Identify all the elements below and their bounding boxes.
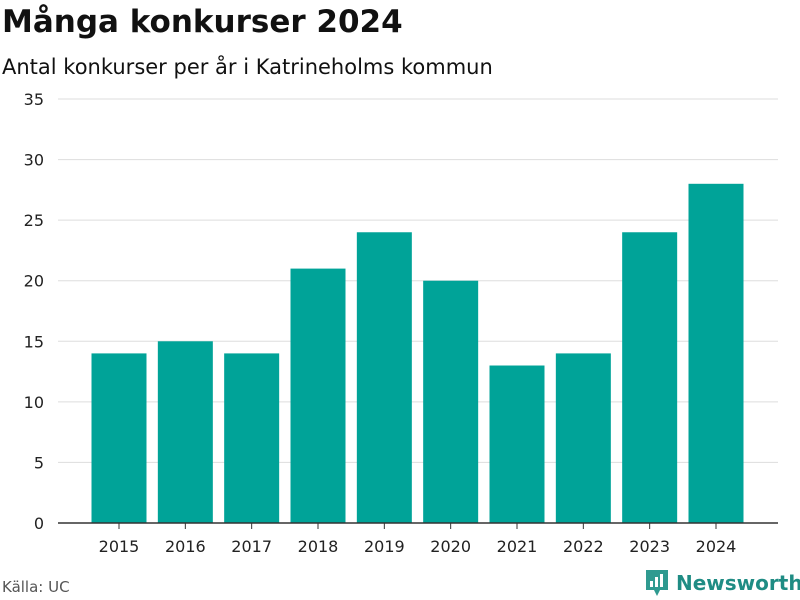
bar-2024 xyxy=(688,183,744,524)
x-tick-label: 2017 xyxy=(231,537,272,556)
brand-logo: Newsworthy xyxy=(644,568,800,598)
y-tick-label: 10 xyxy=(24,393,44,412)
bar-2020 xyxy=(423,280,479,523)
y-tick-label: 30 xyxy=(24,151,44,170)
bar-2015 xyxy=(91,353,147,523)
y-tick-label: 20 xyxy=(24,272,44,291)
bar-2022 xyxy=(555,353,611,523)
bar-2023 xyxy=(622,232,678,523)
bar-2019 xyxy=(356,232,412,523)
x-tick-label: 2022 xyxy=(563,537,604,556)
newsworthy-logo-icon xyxy=(646,570,668,596)
x-tick-label: 2018 xyxy=(298,537,339,556)
y-tick-label: 25 xyxy=(24,211,44,230)
x-tick-label: 2020 xyxy=(430,537,471,556)
x-tick-label: 2024 xyxy=(696,537,737,556)
bar-2017 xyxy=(224,353,280,523)
y-tick-label: 35 xyxy=(24,90,44,109)
bar-2021 xyxy=(489,365,545,523)
x-tick-label: 2019 xyxy=(364,537,405,556)
y-axis-ticks: 0 5 10 15 20 25 30 35 xyxy=(24,90,44,533)
bar-2018 xyxy=(290,268,346,523)
chart-subtitle: Antal konkurser per år i Katrineholms ko… xyxy=(2,55,493,79)
x-tick-label: 2021 xyxy=(497,537,538,556)
x-tick-label: 2016 xyxy=(165,537,206,556)
chart-title: Många konkurser 2024 xyxy=(2,4,403,40)
y-tick-label: 0 xyxy=(34,514,44,533)
bar-2016 xyxy=(157,341,213,523)
source-note: Källa: UC xyxy=(2,578,70,596)
bars xyxy=(91,183,744,524)
y-tick-label: 15 xyxy=(24,332,44,351)
y-tick-label: 5 xyxy=(34,453,44,472)
brand-name: Newsworthy xyxy=(676,571,800,595)
x-tick-label: 2015 xyxy=(99,537,140,556)
x-axis-ticks: 2015 2016 2017 2018 2019 2020 2021 2022 2023 2024 xyxy=(99,523,737,556)
x-tick-label: 2023 xyxy=(629,537,670,556)
